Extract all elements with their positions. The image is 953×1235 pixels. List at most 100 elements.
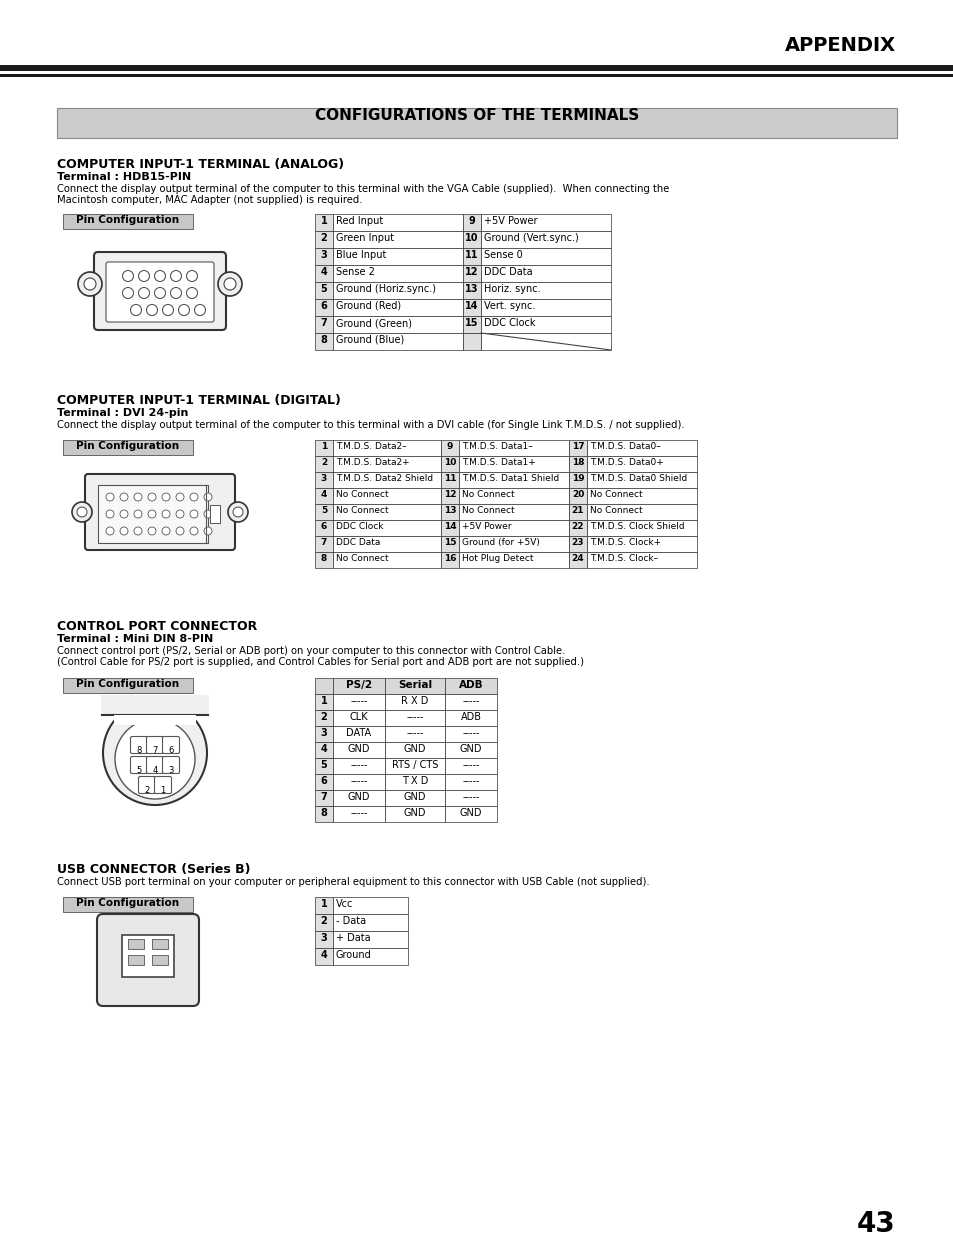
Text: DDC Data: DDC Data (335, 538, 380, 547)
Bar (333, 456, 440, 472)
Text: Pin Configuration: Pin Configuration (76, 215, 179, 225)
Bar (333, 231, 462, 248)
Circle shape (186, 270, 197, 282)
Text: 8: 8 (320, 555, 327, 563)
Bar (152, 955, 168, 965)
Bar (586, 520, 697, 536)
Text: 11: 11 (443, 474, 456, 483)
Text: -----: ----- (462, 792, 479, 802)
Bar (444, 806, 497, 823)
Circle shape (106, 527, 113, 535)
FancyBboxPatch shape (147, 736, 163, 753)
Bar (586, 440, 697, 456)
Bar (333, 726, 385, 742)
Bar (333, 333, 462, 350)
FancyBboxPatch shape (154, 777, 172, 794)
Bar (440, 552, 458, 568)
Bar (333, 897, 408, 914)
Bar (314, 456, 333, 472)
Bar (568, 456, 586, 472)
Text: 20: 20 (571, 490, 583, 499)
Bar (314, 694, 333, 710)
Circle shape (148, 510, 156, 517)
Text: Red Input: Red Input (335, 216, 383, 226)
Text: -----: ----- (462, 776, 479, 785)
Text: Ground (Green): Ground (Green) (335, 317, 412, 329)
Circle shape (162, 510, 170, 517)
Bar (458, 536, 568, 552)
Text: T.M.D.S. Data1–: T.M.D.S. Data1– (461, 442, 532, 451)
Bar (462, 248, 480, 266)
Text: No Connect: No Connect (461, 490, 514, 499)
Bar (314, 214, 333, 231)
Text: -----: ----- (350, 808, 367, 818)
Bar (480, 299, 610, 316)
Text: 1: 1 (160, 785, 166, 795)
Circle shape (133, 510, 142, 517)
Text: Pin Configuration: Pin Configuration (76, 441, 179, 451)
Bar (458, 504, 568, 520)
Bar (314, 790, 333, 806)
Bar (0, 0, 953, 65)
Bar (444, 726, 497, 742)
Circle shape (71, 501, 91, 522)
Circle shape (190, 493, 198, 501)
Bar (63, 440, 193, 454)
Bar (568, 504, 586, 520)
Text: Ground (for +5V): Ground (for +5V) (461, 538, 539, 547)
Circle shape (138, 288, 150, 299)
Text: COMPUTER INPUT-1 TERMINAL (ANALOG): COMPUTER INPUT-1 TERMINAL (ANALOG) (57, 158, 344, 170)
Text: 4: 4 (320, 267, 327, 277)
Bar (333, 790, 385, 806)
Text: T.M.D.S. Data2 Shield: T.M.D.S. Data2 Shield (335, 474, 433, 483)
Text: 12: 12 (443, 490, 456, 499)
Bar (314, 316, 333, 333)
Bar (333, 520, 440, 536)
Text: T.M.D.S. Data0+: T.M.D.S. Data0+ (589, 458, 663, 467)
Text: GND: GND (459, 743, 482, 755)
Text: 6: 6 (320, 776, 327, 785)
Bar (314, 774, 333, 790)
Text: No Connect: No Connect (335, 555, 388, 563)
Bar (333, 316, 462, 333)
Bar (568, 440, 586, 456)
FancyBboxPatch shape (131, 736, 148, 753)
Circle shape (190, 510, 198, 517)
Text: 2: 2 (320, 458, 327, 467)
Circle shape (120, 510, 128, 517)
Text: Terminal : DVI 24-pin: Terminal : DVI 24-pin (57, 408, 188, 417)
Circle shape (78, 272, 102, 296)
Text: 12: 12 (465, 267, 478, 277)
Text: GND: GND (403, 743, 426, 755)
Text: 4: 4 (320, 490, 327, 499)
Text: Pin Configuration: Pin Configuration (76, 679, 179, 689)
Bar (314, 504, 333, 520)
Bar (314, 333, 333, 350)
Bar (63, 214, 193, 228)
Text: 6: 6 (168, 746, 173, 755)
Text: CONTROL PORT CONNECTOR: CONTROL PORT CONNECTOR (57, 620, 257, 634)
Bar (314, 552, 333, 568)
Bar (333, 774, 385, 790)
Bar (333, 504, 440, 520)
Text: ADB: ADB (460, 713, 481, 722)
Bar (152, 939, 168, 948)
Text: No Connect: No Connect (335, 490, 388, 499)
Text: 2: 2 (320, 916, 327, 926)
Bar (0, 65, 953, 70)
Text: 9: 9 (446, 442, 453, 451)
Bar (385, 790, 444, 806)
Bar (440, 520, 458, 536)
Bar (458, 488, 568, 504)
Text: 4: 4 (152, 766, 157, 776)
Bar (333, 214, 462, 231)
Bar (314, 488, 333, 504)
Text: 4: 4 (320, 743, 327, 755)
Text: Terminal : HDB15-PIN: Terminal : HDB15-PIN (57, 172, 191, 182)
Bar (57, 107, 896, 138)
Circle shape (133, 493, 142, 501)
Text: Blue Input: Blue Input (335, 249, 386, 261)
Text: -----: ----- (406, 727, 423, 739)
Circle shape (122, 288, 133, 299)
Text: 9: 9 (468, 216, 475, 226)
